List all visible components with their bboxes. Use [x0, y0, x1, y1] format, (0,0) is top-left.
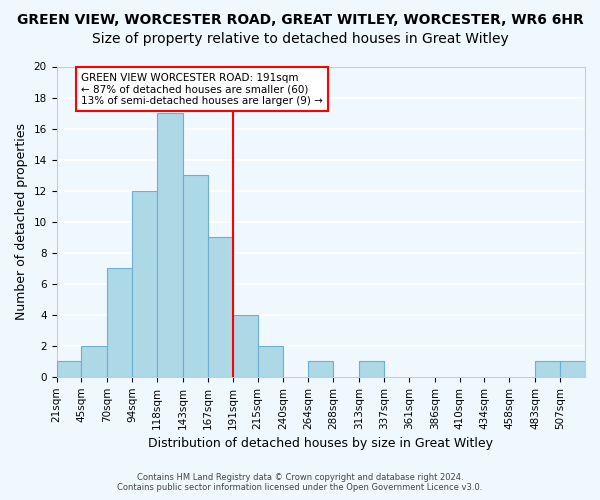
Bar — [157, 113, 183, 377]
Bar — [233, 315, 257, 377]
Bar — [560, 362, 585, 377]
Bar — [359, 362, 384, 377]
Bar — [56, 362, 82, 377]
X-axis label: Distribution of detached houses by size in Great Witley: Distribution of detached houses by size … — [148, 437, 493, 450]
Text: GREEN VIEW, WORCESTER ROAD, GREAT WITLEY, WORCESTER, WR6 6HR: GREEN VIEW, WORCESTER ROAD, GREAT WITLEY… — [17, 12, 583, 26]
Bar — [257, 346, 283, 377]
Text: GREEN VIEW WORCESTER ROAD: 191sqm
← 87% of detached houses are smaller (60)
13% : GREEN VIEW WORCESTER ROAD: 191sqm ← 87% … — [82, 72, 323, 106]
Bar — [107, 268, 132, 377]
Y-axis label: Number of detached properties: Number of detached properties — [15, 123, 28, 320]
Bar — [82, 346, 107, 377]
Bar — [183, 175, 208, 377]
Bar — [208, 237, 233, 377]
Bar — [132, 190, 157, 377]
Bar — [535, 362, 560, 377]
Text: Contains HM Land Registry data © Crown copyright and database right 2024.
Contai: Contains HM Land Registry data © Crown c… — [118, 473, 482, 492]
Text: Size of property relative to detached houses in Great Witley: Size of property relative to detached ho… — [92, 32, 508, 46]
Bar — [308, 362, 333, 377]
